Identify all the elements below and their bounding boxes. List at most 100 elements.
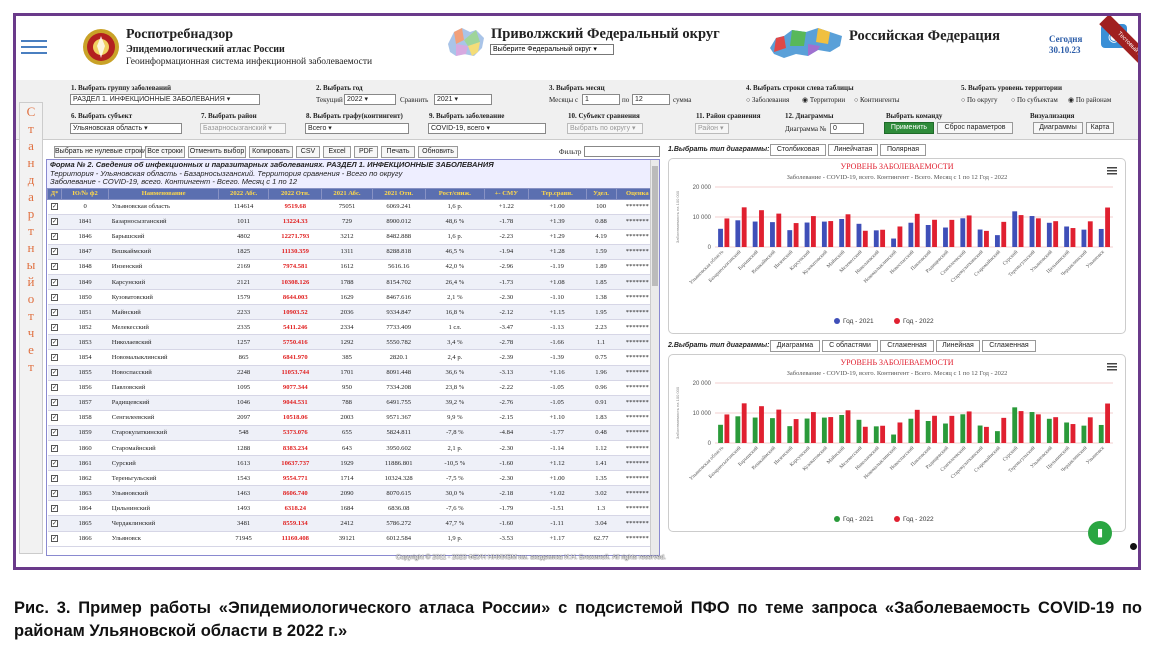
column-header[interactable]: 2021 Отн. bbox=[371, 187, 426, 200]
cancel-selection-button[interactable]: Отменить выбор bbox=[188, 146, 246, 158]
apply-button[interactable]: Применить bbox=[884, 122, 934, 134]
row-checkbox-cell[interactable]: ✓ bbox=[47, 455, 62, 472]
column-header[interactable]: Д* bbox=[47, 187, 62, 200]
column-header[interactable]: 2021 Абс. bbox=[321, 187, 373, 200]
table-row[interactable]: ✓ 1866 Ульяновск 71945 11160.408 39121 6012.58… bbox=[47, 531, 659, 547]
checkbox[interactable]: ✓ bbox=[51, 444, 58, 452]
checkbox[interactable]: ✓ bbox=[51, 278, 58, 286]
compare-subject-select[interactable]: Выбрать по округу ▾ bbox=[567, 123, 643, 134]
table-scrollbar[interactable] bbox=[650, 160, 659, 555]
row-checkbox-cell[interactable]: ✓ bbox=[47, 244, 62, 260]
menu-icon[interactable] bbox=[21, 40, 47, 58]
table-row[interactable]: ✓ 0 Ульяновская область 114614 9519.68 75051 6… bbox=[47, 199, 659, 215]
checkbox[interactable]: ✓ bbox=[51, 233, 58, 241]
table-row[interactable]: ✓ 1848 Инзенский 2169 7974.581 1612 5616.16 42,… bbox=[47, 259, 659, 275]
print-button[interactable]: Печать bbox=[381, 146, 415, 158]
tab-areas[interactable]: С областями bbox=[822, 340, 878, 352]
scroll-thumb[interactable] bbox=[652, 166, 658, 286]
diagrams-button[interactable]: Диаграммы bbox=[1033, 122, 1083, 134]
column-header[interactable]: Удел. bbox=[585, 187, 617, 200]
checkbox[interactable]: ✓ bbox=[51, 474, 58, 482]
table-row[interactable]: ✓ 1860 Старомайнский 1288 8383.234 643 3950.60… bbox=[47, 440, 659, 457]
pdf-button[interactable]: PDF bbox=[354, 146, 378, 158]
chart-menu-icon[interactable] bbox=[1107, 167, 1117, 175]
tab-smoothed[interactable]: Сглаженная bbox=[880, 340, 934, 352]
reset-button[interactable]: Сброс параметров bbox=[937, 122, 1013, 134]
radio-diseases[interactable]: ○ Заболевания bbox=[746, 96, 790, 104]
tab-diagram[interactable]: Диаграмма bbox=[770, 340, 820, 352]
checkbox[interactable]: ✓ bbox=[51, 293, 58, 301]
row-checkbox-cell[interactable]: ✓ bbox=[47, 380, 62, 396]
contingent-select[interactable]: Всего ▾ bbox=[305, 123, 409, 134]
row-checkbox-cell[interactable]: ✓ bbox=[47, 289, 62, 306]
checkbox[interactable]: ✓ bbox=[51, 308, 58, 316]
table-row[interactable]: ✓ 1859 Старокулаткинский 548 5373.076 655 5824… bbox=[47, 425, 659, 442]
column-header[interactable]: Оценка bbox=[615, 187, 659, 200]
row-checkbox-cell[interactable]: ✓ bbox=[47, 304, 62, 321]
column-header[interactable]: +- СМУ bbox=[484, 187, 529, 200]
tab-smoothed-2[interactable]: Сглаженная bbox=[982, 340, 1036, 352]
filter-input[interactable] bbox=[584, 146, 660, 157]
table-row[interactable]: ✓ 1846 Барышский 4802 12271.793 3212 8482.888 1… bbox=[47, 229, 659, 245]
checkbox[interactable]: ✓ bbox=[51, 520, 58, 528]
district-select[interactable]: Выберите Федеральный округ ▾ bbox=[490, 44, 614, 55]
table-row[interactable]: ✓ 1861 Сурский 1613 10637.737 1929 11886.801 -1… bbox=[47, 455, 659, 472]
column-header[interactable]: 2022 Абс. bbox=[217, 187, 270, 200]
column-header[interactable]: 2022 Отн. bbox=[268, 187, 323, 200]
checkbox[interactable]: ✓ bbox=[51, 414, 58, 422]
table-row[interactable]: ✓ 1852 Мелекесский 2335 5411.246 2334 7733.409… bbox=[47, 319, 659, 336]
checkbox[interactable]: ✓ bbox=[51, 399, 58, 407]
table-row[interactable]: ✓ 1856 Павловский 1095 9077.344 950 7334.208 23… bbox=[47, 380, 659, 396]
table-row[interactable]: ✓ 1853 Николаевский 1257 5750.416 1292 5550.78… bbox=[47, 334, 659, 351]
checkbox[interactable]: ✓ bbox=[51, 353, 58, 361]
diagram-number-input[interactable]: 0 bbox=[830, 123, 864, 134]
nonzero-rows-button[interactable]: Выбрать не нулевые строки bbox=[54, 146, 146, 158]
row-checkbox-cell[interactable]: ✓ bbox=[47, 274, 62, 291]
column-header[interactable]: Наименование bbox=[108, 187, 219, 200]
table-row[interactable]: ✓ 1851 Майнский 2233 10903.52 2036 9334.847 16,… bbox=[47, 304, 659, 321]
checkbox[interactable]: ✓ bbox=[51, 203, 58, 211]
row-checkbox-cell[interactable]: ✓ bbox=[47, 214, 62, 230]
table-row[interactable]: ✓ 1849 Карсунский 2121 10308.126 1788 8154.702… bbox=[47, 274, 659, 291]
checkbox[interactable]: ✓ bbox=[51, 489, 58, 497]
checkbox[interactable]: ✓ bbox=[51, 323, 58, 331]
table-row[interactable]: ✓ 1862 Тереньгульский 1543 9554.771 1714 10324… bbox=[47, 470, 659, 487]
checkbox[interactable]: ✓ bbox=[51, 248, 58, 256]
row-checkbox-cell[interactable]: ✓ bbox=[47, 531, 62, 547]
table-row[interactable]: ✓ 1857 Радищевский 1046 9044.531 788 6491.755 3… bbox=[47, 395, 659, 411]
table-row[interactable]: ✓ 1855 Новоспасский 2248 11053.744 1701 8091.4… bbox=[47, 365, 659, 381]
row-checkbox-cell[interactable]: ✓ bbox=[47, 425, 62, 442]
row-checkbox-cell[interactable]: ✓ bbox=[47, 259, 62, 275]
radio-by-subject[interactable]: ○ По субъектам bbox=[1011, 96, 1058, 104]
table-row[interactable]: ✓ 1864 Цильнинский 1493 6318.24 1684 6836.08 -7… bbox=[47, 500, 659, 517]
row-checkbox-cell[interactable]: ✓ bbox=[47, 440, 62, 457]
raion-select[interactable]: Базарносызганский ▾ bbox=[200, 123, 286, 134]
radio-territories[interactable]: ◉ Территории bbox=[802, 96, 846, 104]
row-checkbox-cell[interactable]: ✓ bbox=[47, 410, 62, 426]
month-to-input[interactable]: 12 bbox=[632, 94, 670, 105]
excel-button[interactable]: Excel bbox=[323, 146, 351, 158]
refresh-button[interactable]: Обновить bbox=[418, 146, 458, 158]
row-checkbox-cell[interactable]: ✓ bbox=[47, 485, 62, 502]
compare-raion-select[interactable]: Район ▾ bbox=[695, 123, 729, 134]
table-row[interactable]: ✓ 1858 Сенгилеевский 2097 10518.06 2003 9571.3… bbox=[47, 410, 659, 426]
column-header[interactable]: Рост/сниж. bbox=[424, 187, 486, 200]
row-checkbox-cell[interactable]: ✓ bbox=[47, 199, 62, 215]
subject-select[interactable]: Ульяновская область ▾ bbox=[70, 123, 182, 134]
chart-menu-icon[interactable] bbox=[1107, 363, 1117, 371]
table-row[interactable]: ✓ 1854 Новомалыклинский 865 6841.970 385 2820.… bbox=[47, 349, 659, 366]
row-checkbox-cell[interactable]: ✓ bbox=[47, 470, 62, 487]
checkbox[interactable]: ✓ bbox=[51, 429, 58, 437]
all-rows-button[interactable]: Все строки bbox=[145, 146, 185, 158]
map-button[interactable]: Карта bbox=[1086, 122, 1114, 134]
radio-contingents[interactable]: ○ Контингенты bbox=[854, 96, 900, 104]
row-checkbox-cell[interactable]: ✓ bbox=[47, 349, 62, 366]
table-row[interactable]: ✓ 1850 Кузоватовский 1579 8644.003 1629 8467.6… bbox=[47, 289, 659, 306]
checkbox[interactable]: ✓ bbox=[51, 384, 58, 392]
csv-button[interactable]: CSV bbox=[296, 146, 320, 158]
table-row[interactable]: ✓ 1865 Чердаклинский 3481 8559.134 2412 5786.2… bbox=[47, 515, 659, 532]
tab-bar-chart[interactable]: Столбиковая bbox=[770, 144, 826, 156]
checkbox[interactable]: ✓ bbox=[51, 535, 58, 543]
month-from-input[interactable]: 1 bbox=[582, 94, 620, 105]
